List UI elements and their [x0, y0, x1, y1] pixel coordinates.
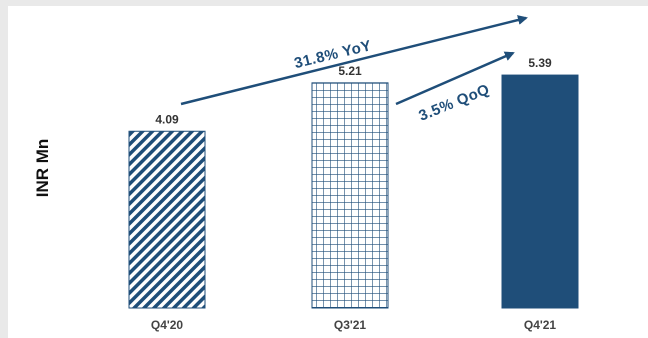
data-label: 4.09	[155, 112, 179, 126]
bar-q420	[128, 130, 206, 309]
qoq-annotation: 3.5% QoQ	[416, 81, 492, 125]
bar-q421	[501, 74, 579, 309]
x-tick-label: Q4'20	[151, 318, 184, 332]
value-labels-group: 4.09 5.21 5.39	[155, 56, 552, 126]
x-tick-label: Q4'21	[524, 318, 557, 332]
x-tick-labels-group: Q4'20 Q3'21 Q4'21	[151, 318, 557, 332]
y-axis-label: INR Mn	[33, 139, 52, 198]
bar-chart: INR Mn 4.095.215.39 Q4'20 Q3'21 Q4'21 31.8…	[33, 15, 579, 332]
chart-panel: INR Mn 4.09 5.21 5.39 Q4'20 Q3'21 Q4'21 31.8…	[8, 6, 648, 338]
data-label: 5.39	[528, 56, 552, 70]
qoq-arrow	[395, 51, 515, 106]
data-label: 5.21	[338, 64, 362, 78]
bars-group	[128, 74, 579, 309]
x-tick-label: Q3'21	[334, 318, 367, 332]
yoy-arrow	[180, 15, 528, 106]
bar-q321	[311, 82, 389, 309]
